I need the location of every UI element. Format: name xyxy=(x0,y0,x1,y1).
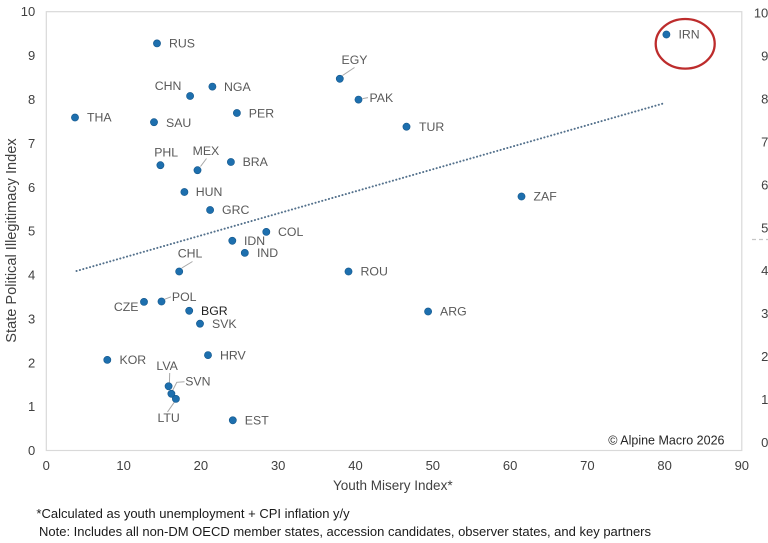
svg-text:POL: POL xyxy=(172,290,197,304)
svg-text:PHL: PHL xyxy=(154,145,178,159)
svg-text:EST: EST xyxy=(245,414,269,428)
svg-text:6: 6 xyxy=(761,177,768,192)
svg-text:0: 0 xyxy=(28,443,35,458)
svg-text:7: 7 xyxy=(761,134,768,149)
svg-text:GRC: GRC xyxy=(222,203,249,217)
svg-text:ROU: ROU xyxy=(361,265,388,279)
svg-text:10: 10 xyxy=(21,4,35,19)
svg-text:HUN: HUN xyxy=(196,185,223,199)
svg-text:70: 70 xyxy=(580,458,594,473)
svg-text:NGA: NGA xyxy=(224,80,251,94)
svg-text:6: 6 xyxy=(28,180,35,195)
svg-text:Youth Misery Index*: Youth Misery Index* xyxy=(333,478,453,493)
svg-text:KOR: KOR xyxy=(120,353,147,367)
svg-text:5: 5 xyxy=(761,220,768,235)
svg-text:1: 1 xyxy=(28,399,35,414)
svg-text:40: 40 xyxy=(348,458,362,473)
svg-text:7: 7 xyxy=(28,136,35,151)
svg-text:RUS: RUS xyxy=(169,37,195,51)
svg-text:0: 0 xyxy=(761,435,768,450)
svg-text:SAU: SAU xyxy=(166,116,191,130)
svg-text:9: 9 xyxy=(28,48,35,63)
svg-text:9: 9 xyxy=(761,49,768,64)
svg-text:8: 8 xyxy=(761,91,768,106)
svg-text:4: 4 xyxy=(761,263,768,278)
svg-text:*Calculated as youth unemploym: *Calculated as youth unemployment + CPI … xyxy=(36,506,350,521)
svg-text:20: 20 xyxy=(194,458,208,473)
svg-text:ZAF: ZAF xyxy=(534,190,558,204)
svg-text:90: 90 xyxy=(735,458,749,473)
svg-text:IND: IND xyxy=(257,246,278,260)
svg-text:60: 60 xyxy=(503,458,517,473)
svg-text:SVK: SVK xyxy=(212,317,237,331)
svg-text:SVN: SVN xyxy=(185,375,210,389)
svg-text:IRN: IRN xyxy=(679,28,700,42)
svg-text:TUR: TUR xyxy=(419,120,444,134)
svg-text:4: 4 xyxy=(28,268,35,283)
svg-text:50: 50 xyxy=(426,458,440,473)
svg-text:IDN: IDN xyxy=(244,234,265,248)
svg-text:COL: COL xyxy=(278,225,303,239)
svg-text:State Political Illegitimacy I: State Political Illegitimacy Index xyxy=(4,138,20,343)
svg-text:ARG: ARG xyxy=(440,305,467,319)
svg-text:10: 10 xyxy=(754,6,768,21)
svg-text:PAK: PAK xyxy=(370,91,394,105)
svg-text:BGR: BGR xyxy=(201,304,228,318)
svg-text:0: 0 xyxy=(43,458,50,473)
svg-text:30: 30 xyxy=(271,458,285,473)
svg-text:2: 2 xyxy=(28,355,35,370)
svg-text:5: 5 xyxy=(28,224,35,239)
svg-text:1: 1 xyxy=(761,392,768,407)
svg-text:THA: THA xyxy=(87,111,112,125)
svg-text:PER: PER xyxy=(249,107,274,121)
svg-text:Note: Includes all non-DM OECD: Note: Includes all non-DM OECD member st… xyxy=(39,524,652,539)
svg-text:EGY: EGY xyxy=(342,53,368,67)
svg-text:CHL: CHL xyxy=(178,247,203,261)
svg-text:8: 8 xyxy=(28,92,35,107)
svg-text:HRV: HRV xyxy=(220,348,247,362)
svg-text:80: 80 xyxy=(657,458,671,473)
svg-text:10: 10 xyxy=(116,458,130,473)
svg-text:2: 2 xyxy=(761,349,768,364)
svg-text:MEX: MEX xyxy=(193,144,220,158)
svg-text:CZE: CZE xyxy=(114,300,139,314)
svg-text:LVA: LVA xyxy=(156,359,178,373)
svg-text:© Alpine Macro 2026: © Alpine Macro 2026 xyxy=(608,434,724,448)
svg-text:BRA: BRA xyxy=(243,155,269,169)
svg-text:3: 3 xyxy=(761,306,768,321)
svg-text:LTU: LTU xyxy=(158,411,180,425)
svg-text:CHN: CHN xyxy=(155,79,182,93)
svg-text:3: 3 xyxy=(28,311,35,326)
